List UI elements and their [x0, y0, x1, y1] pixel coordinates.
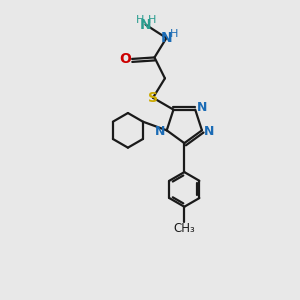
Text: N: N — [204, 125, 214, 138]
Text: N: N — [140, 18, 151, 32]
Text: H: H — [136, 14, 144, 25]
Text: N: N — [160, 31, 172, 45]
Text: H: H — [169, 28, 178, 38]
Text: S: S — [148, 91, 158, 105]
Text: CH₃: CH₃ — [173, 222, 195, 235]
Text: H: H — [148, 14, 156, 25]
Text: N: N — [196, 101, 207, 114]
Text: O: O — [120, 52, 131, 66]
Text: N: N — [155, 125, 165, 138]
